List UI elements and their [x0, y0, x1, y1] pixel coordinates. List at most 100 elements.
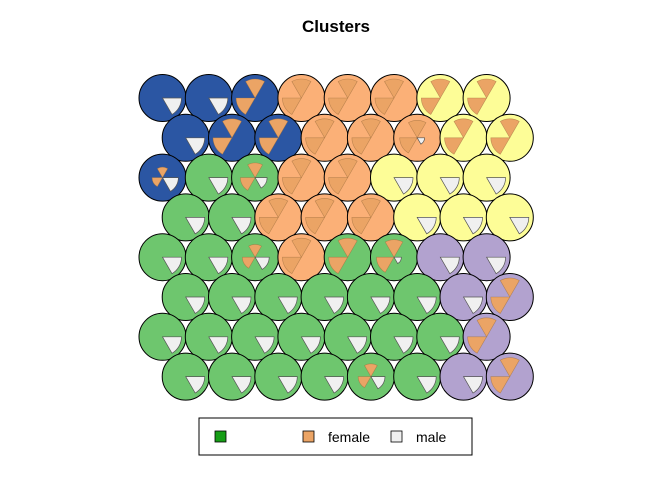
female-segment — [305, 217, 326, 235]
male-segment — [462, 217, 483, 235]
male-segment — [254, 336, 275, 354]
female-segment — [364, 363, 378, 378]
female-segment — [245, 78, 266, 99]
male-segment — [231, 376, 252, 394]
female-segment — [314, 198, 335, 218]
female-segment — [282, 177, 302, 195]
female-segment — [291, 158, 312, 179]
female-segment — [337, 78, 358, 99]
male-segment — [277, 296, 298, 314]
male-segment — [439, 256, 460, 275]
female-segment — [351, 217, 372, 235]
female-segment — [490, 376, 511, 394]
female-segment — [384, 78, 404, 99]
male-segment — [208, 336, 229, 354]
female-segment — [282, 97, 302, 115]
female-segment — [328, 177, 349, 195]
female-segment — [374, 97, 395, 115]
female-segment — [476, 78, 497, 99]
female-segment — [420, 97, 441, 115]
male-segment — [254, 177, 268, 189]
female-segment — [282, 256, 302, 275]
legend-label-female: female — [328, 429, 370, 445]
female-segment — [240, 177, 256, 191]
male-segment — [208, 97, 229, 115]
male-segment — [323, 296, 344, 314]
male-segment — [185, 217, 206, 235]
female-segment — [247, 162, 263, 179]
male-segment — [185, 137, 206, 155]
male-segment — [485, 256, 506, 275]
legend-swatch-female — [302, 430, 315, 443]
female-segment — [360, 198, 381, 218]
female-segment — [235, 97, 256, 115]
legend-box — [198, 417, 473, 456]
male-segment — [208, 256, 229, 275]
female-segment — [376, 256, 395, 273]
female-segment — [156, 166, 169, 179]
som-units — [138, 74, 534, 401]
male-segment — [161, 177, 179, 192]
male-segment — [161, 336, 182, 354]
legend: female male — [198, 417, 473, 456]
female-segment — [268, 118, 289, 139]
male-segment — [323, 376, 344, 394]
female-segment — [305, 137, 326, 155]
female-segment — [242, 256, 256, 269]
male-segment — [208, 177, 229, 195]
female-segment — [151, 177, 164, 188]
female-segment — [291, 78, 312, 99]
female-segment — [351, 137, 372, 155]
male-segment — [416, 376, 437, 394]
female-segment — [337, 158, 358, 179]
male-segment — [370, 296, 391, 314]
female-segment — [384, 239, 404, 258]
female-segment — [328, 97, 349, 115]
female-segment — [258, 137, 279, 155]
male-segment — [462, 296, 483, 314]
male-segment — [509, 217, 530, 235]
male-segment — [185, 376, 206, 394]
male-segment — [370, 376, 386, 390]
female-segment — [268, 198, 289, 218]
female-segment — [258, 217, 279, 235]
male-segment — [254, 256, 270, 270]
legend-swatch-male — [390, 430, 403, 443]
male-segment — [300, 336, 321, 354]
female-segment — [212, 137, 233, 155]
male-segment — [416, 217, 437, 235]
male-segment — [485, 177, 506, 195]
male-segment — [462, 376, 483, 394]
male-segment — [393, 177, 414, 195]
male-segment — [231, 217, 252, 235]
male-segment — [161, 97, 182, 115]
male-segment — [393, 256, 402, 265]
legend-swatch-first — [214, 430, 227, 443]
female-segment — [467, 97, 488, 115]
female-segment — [444, 137, 465, 155]
male-segment — [416, 137, 425, 145]
male-segment — [439, 336, 460, 354]
female-segment — [467, 336, 488, 354]
female-segment — [499, 118, 520, 139]
female-segment — [476, 317, 497, 338]
female-segment — [408, 119, 427, 139]
male-segment — [277, 376, 298, 394]
male-segment — [347, 336, 368, 354]
female-segment — [360, 118, 381, 139]
female-segment — [399, 137, 418, 154]
female-segment — [328, 256, 349, 275]
female-segment — [291, 237, 312, 258]
female-segment — [499, 357, 520, 378]
female-segment — [337, 237, 358, 258]
female-segment — [490, 296, 511, 314]
female-segment — [453, 118, 474, 139]
male-segment — [231, 296, 252, 314]
chart-title: Clusters — [302, 17, 370, 36]
female-segment — [490, 137, 511, 155]
female-segment — [248, 244, 262, 258]
male-segment — [439, 177, 460, 195]
male-segment — [416, 296, 437, 314]
